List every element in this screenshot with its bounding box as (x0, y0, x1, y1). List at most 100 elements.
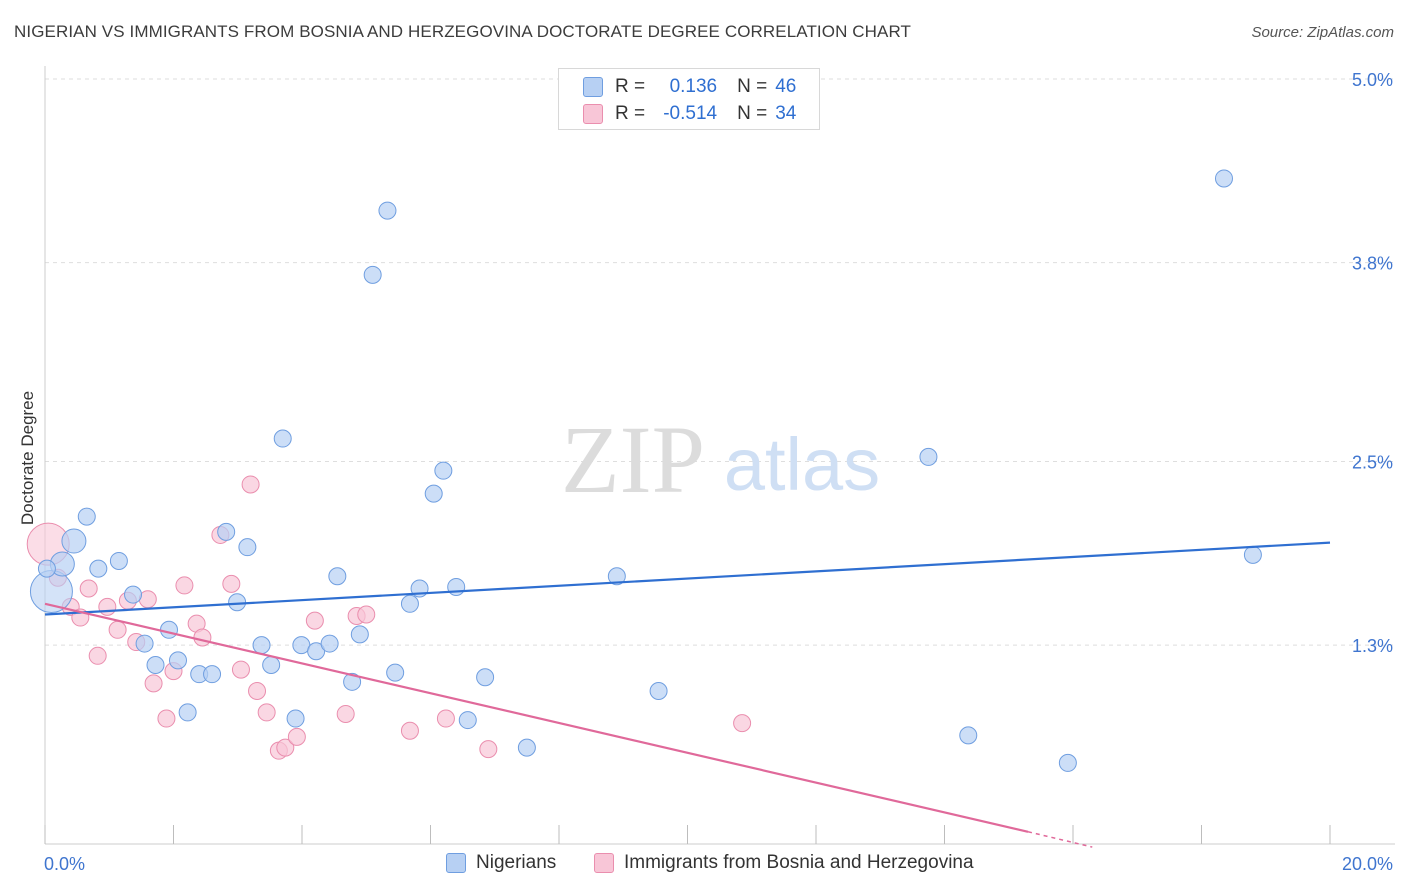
nigerian-point (203, 665, 222, 684)
bosnia-legend-label: Immigrants from Bosnia and Herzegovina (624, 852, 974, 873)
bosnia-trend-extension (1027, 831, 1093, 848)
bosnia-point (287, 727, 306, 746)
bosnia-point (248, 682, 267, 700)
nigerian-point (919, 447, 938, 466)
nigerian-point (178, 703, 197, 722)
nigerian-point (307, 642, 326, 661)
bosnia-point (479, 740, 498, 759)
y-tick-labels: 1.3% 2.5% 3.8% 5.0% (1352, 70, 1393, 656)
legend-item-nigerians[interactable]: Nigerians (446, 852, 556, 874)
bosnia-swatch (583, 104, 603, 124)
nigerian-point (286, 709, 305, 728)
nigerians-legend-swatch (446, 853, 466, 873)
chart-title: NIGERIAN VS IMMIGRANTS FROM BOSNIA AND H… (14, 22, 912, 41)
bosnia-trend-line (44, 602, 1029, 833)
bosnia-point (241, 475, 260, 494)
n-value: 34 (775, 103, 797, 124)
nigerian-point (434, 461, 453, 480)
x-tick-label: 20.0% (1342, 854, 1393, 874)
nigerians-swatch (583, 77, 603, 97)
nigerian-point (386, 663, 405, 682)
nigerian-point (378, 201, 397, 220)
trend-lines (44, 541, 1331, 848)
bosnia-point (305, 611, 324, 630)
nigerian-point (89, 559, 108, 578)
bosnia-point (400, 721, 419, 740)
nigerian-point (350, 625, 369, 644)
nigerian-point (320, 634, 339, 653)
axes (44, 66, 1395, 845)
bosnia-point (276, 738, 295, 757)
bosnia-legend-swatch (594, 853, 614, 873)
n-value: 46 (775, 76, 797, 97)
nigerian-point (252, 636, 271, 655)
nigerian-point (607, 567, 626, 586)
nigerian-point (160, 620, 179, 639)
bosnia-point (357, 605, 376, 624)
nigerian-point (363, 265, 382, 284)
x-tick-label: 0.0% (44, 854, 85, 874)
nigerian-point (124, 585, 143, 604)
y-tick-label: 2.5% (1352, 453, 1393, 473)
nigerian-point (328, 567, 347, 586)
x-tick-labels: 0.0% 20.0% (44, 854, 1393, 874)
nigerian-point (649, 682, 668, 700)
legend-row-nigerians: R = 0.136 N = 46 (583, 75, 796, 99)
series-legend: Nigerians Immigrants from Bosnia and Her… (0, 852, 1406, 878)
n-label: N = (737, 103, 768, 124)
n-label: N = (737, 76, 768, 97)
nigerian-trend-line (44, 541, 1331, 616)
nigerian-point (1058, 753, 1077, 772)
nigerian-point (343, 672, 362, 691)
r-label: R = (615, 76, 646, 97)
source-label: Source: ZipAtlas.com (1251, 24, 1394, 41)
bosnia-point (222, 574, 241, 593)
nigerian-points (29, 169, 1262, 772)
bosnia-point (257, 703, 276, 722)
nigerian-point (517, 738, 536, 757)
gridlines (45, 78, 1395, 646)
watermark-atlas: atlas (724, 423, 880, 506)
legend-row-bosnia: R = -0.514 N = 34 (583, 102, 796, 126)
y-tick-label: 3.8% (1352, 254, 1393, 274)
nigerian-point (262, 655, 281, 674)
bosnia-point (175, 576, 194, 595)
bosnia-point (733, 714, 752, 733)
watermark: ZIP atlas (561, 406, 880, 513)
nigerians-legend-label: Nigerians (476, 852, 557, 873)
nigerian-point (61, 528, 87, 554)
nigerian-point (146, 655, 165, 674)
nigerian-point (400, 594, 419, 613)
nigerian-point (109, 551, 128, 570)
nigerian-point (424, 484, 443, 503)
bosnia-point (79, 579, 98, 598)
bosnia-point (144, 674, 163, 693)
bosnia-points (26, 475, 752, 760)
r-value: 0.136 (669, 76, 718, 97)
r-label: R = (615, 103, 646, 124)
y-tick-label: 5.0% (1352, 70, 1393, 90)
nigerian-point (959, 726, 978, 745)
nigerian-point (1214, 169, 1233, 188)
bosnia-point (336, 704, 355, 723)
nigerian-point (37, 559, 56, 578)
nigerian-point (273, 429, 292, 448)
nigerian-point (135, 634, 154, 653)
bosnia-point (108, 620, 127, 639)
bosnia-point (193, 628, 212, 647)
watermark-zip: ZIP (561, 406, 705, 513)
nigerian-point (1243, 545, 1262, 564)
bosnia-point (436, 709, 455, 728)
nigerian-point (217, 522, 236, 541)
correlation-legend: R = 0.136 N = 46 R = -0.514 N = 34 (558, 68, 820, 130)
bosnia-point (231, 660, 250, 679)
legend-item-bosnia[interactable]: Immigrants from Bosnia and Herzegovina (594, 852, 974, 874)
bosnia-point (157, 709, 176, 728)
nigerian-point (228, 593, 247, 612)
r-value: -0.514 (663, 103, 718, 124)
nigerian-point (458, 711, 477, 730)
nigerian-point (77, 507, 96, 526)
bosnia-point (98, 597, 117, 616)
nigerian-point (238, 538, 257, 557)
